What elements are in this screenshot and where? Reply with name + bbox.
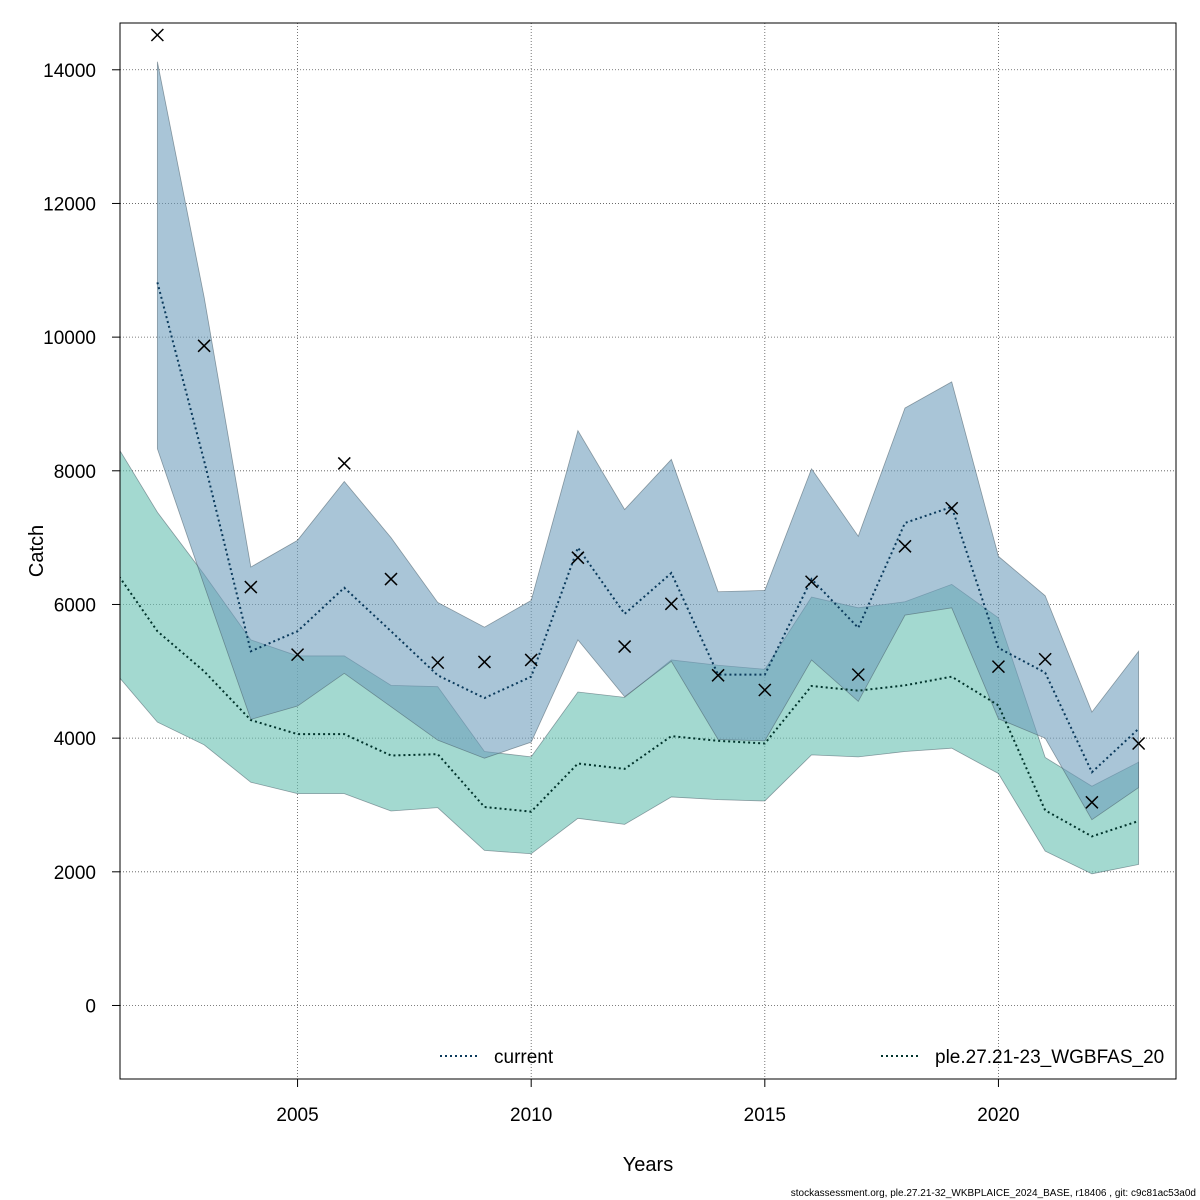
observed-catch-point [337,456,351,470]
observed-catch-point [805,575,819,589]
legend-previous-label: ple.27.21-23_WGBFAS_20 [935,1047,1164,1068]
observed-catch-point [477,655,491,669]
observed-catch-point [244,580,258,594]
observed-catch-point [150,28,164,42]
series-line-previous [120,575,1139,838]
observed-catch-markers [150,28,1146,809]
y-tick-label: 6000 [54,595,96,616]
observed-catch-point [898,539,912,553]
observed-catch-point [991,660,1005,674]
observed-catch-point [618,640,632,654]
x-tick-label: 2010 [510,1105,552,1126]
observed-catch-point [291,648,305,662]
observed-catch-point [571,551,585,565]
y-tick-label: 12000 [43,194,96,215]
y-tick-label: 10000 [43,328,96,349]
observed-catch-point [524,653,538,667]
observed-catch-point [711,668,725,682]
x-tick-label: 2015 [744,1105,786,1126]
axis-ticks: 2005 2010 2015 2020 0 2000 4000 6000 8000 10000 12… [43,61,1019,1126]
confidence-bands [120,61,1140,875]
observed-catch-point [1132,736,1146,751]
plot-frame [119,22,1177,1080]
observed-catch-point [1038,652,1052,666]
footer-note: stockassessment.org, ple.27.21-32_WKBPLA… [791,1188,1196,1199]
observed-catch-point [197,339,211,353]
observed-catch-point [431,656,445,670]
y-tick-label: 2000 [54,863,96,884]
observed-catch-point [945,501,959,515]
y-tick-label: 0 [85,996,96,1017]
y-tick-label: 8000 [54,462,96,483]
observed-catch-point [384,572,398,586]
legend-current-label: current [494,1047,554,1068]
confidence-band-current [156,61,1140,821]
x-axis-title: Years [623,1154,673,1176]
series-lines [120,282,1140,838]
y-tick-label: 4000 [54,729,96,750]
observed-catch-point [664,597,678,611]
observed-catch-point [1085,795,1099,809]
legend: current ple.27.21-23_WGBFAS_20 [440,1047,1164,1068]
x-tick-label: 2005 [276,1105,318,1126]
observed-catch-point [851,668,865,682]
y-axis-title: Catch [26,525,48,577]
series-line-current [156,282,1140,774]
observed-catch-point [758,683,772,697]
x-tick-label: 2020 [977,1105,1019,1126]
y-tick-label: 14000 [43,61,96,82]
